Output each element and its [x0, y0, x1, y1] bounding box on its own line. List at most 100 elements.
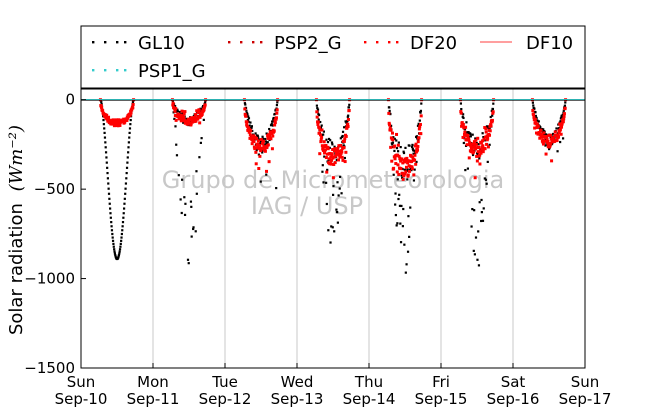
- df20-point: [486, 145, 490, 149]
- df20-point: [406, 161, 410, 165]
- gl10-point: [394, 213, 397, 217]
- df20-point: [318, 133, 322, 137]
- gl10-point: [391, 141, 395, 144]
- gl10-point: [131, 100, 135, 104]
- df20-point: [247, 130, 251, 134]
- gl10-point: [542, 128, 545, 131]
- df20-point: [490, 118, 494, 122]
- gl10-point: [107, 187, 110, 190]
- df20-point: [474, 142, 478, 146]
- legend-item-psp2-g: PSP2_G: [228, 33, 342, 54]
- gl10-point: [394, 192, 397, 195]
- df20-point: [335, 148, 339, 152]
- gl10-point: [175, 154, 179, 157]
- df20-point: [562, 114, 566, 118]
- gl10-point: [275, 186, 278, 190]
- gl10-point: [413, 168, 416, 171]
- df20-point: [327, 157, 331, 161]
- df20-point: [342, 146, 346, 150]
- gl10-point: [271, 120, 274, 123]
- gl10-point: [120, 239, 123, 242]
- df20-point: [391, 138, 395, 142]
- gl10-point: [199, 141, 202, 144]
- df20-point: [330, 152, 334, 156]
- df20-point: [466, 133, 470, 137]
- gl10-point: [412, 179, 416, 182]
- gl10-point: [470, 225, 473, 228]
- df20-point: [477, 146, 481, 150]
- df20-point: [535, 122, 539, 126]
- df20-point: [319, 137, 323, 141]
- df20-point: [469, 146, 473, 150]
- gl10-point: [408, 144, 411, 147]
- gl10-point: [462, 116, 465, 120]
- df20-point: [411, 155, 415, 159]
- gl10-point: [331, 226, 334, 229]
- legend-label: PSP1_G: [138, 61, 206, 82]
- df20-point: [541, 140, 545, 144]
- gl10-point: [327, 229, 330, 232]
- legend-frame: [80, 25, 586, 89]
- gl10-point: [122, 207, 126, 210]
- df20-point: [413, 153, 417, 157]
- gl10-point: [112, 245, 115, 248]
- gl10-point: [464, 168, 467, 172]
- gl10-point: [533, 107, 536, 110]
- df20-point: [262, 145, 266, 149]
- gl10-point: [184, 202, 187, 205]
- watermark-line-2: IAG / USP: [251, 192, 363, 220]
- gl10-point: [316, 107, 319, 110]
- gl10-point: [321, 170, 324, 173]
- gl10-point: [128, 136, 131, 139]
- df20-point: [110, 122, 114, 126]
- gl10-point: [477, 143, 480, 146]
- df20-point: [270, 132, 274, 136]
- gl10-point: [107, 192, 111, 195]
- gl10-point: [185, 117, 188, 120]
- gl10-point: [174, 105, 177, 108]
- df20-point: [557, 131, 561, 135]
- df20-point: [333, 147, 337, 151]
- gl10-point: [264, 137, 267, 141]
- df20-point: [418, 122, 422, 126]
- df20-point: [334, 154, 338, 158]
- x-tick-label-day: Sat: [501, 373, 526, 391]
- gl10-point: [402, 151, 406, 155]
- gl10-point: [559, 120, 562, 123]
- gl10-point: [124, 182, 128, 185]
- legend-item-gl10: GL10: [92, 33, 185, 54]
- x-axis: SunSep-10MonSep-11TueSep-12WedSep-13ThuS…: [55, 363, 611, 408]
- gl10-point: [336, 210, 339, 214]
- df20-point: [346, 124, 350, 128]
- df20-point: [393, 144, 397, 148]
- df20-point: [129, 111, 133, 115]
- gl10-point: [348, 103, 351, 106]
- df20-point: [388, 126, 392, 130]
- gl10-point: [181, 178, 184, 181]
- gl10-point: [400, 204, 403, 208]
- df20-point: [100, 105, 104, 109]
- df20-point: [249, 129, 253, 133]
- gl10-point: [538, 127, 541, 130]
- df20-point: [392, 166, 396, 170]
- gl10-point: [111, 239, 115, 242]
- gl10-point: [388, 109, 391, 113]
- gl10-point: [419, 109, 423, 112]
- df20-point: [259, 149, 263, 153]
- df20-point: [116, 118, 120, 122]
- gl10-point: [332, 185, 335, 188]
- gl10-point: [412, 149, 415, 152]
- df20-point: [252, 140, 256, 144]
- gl10-point: [555, 127, 558, 130]
- gl10-point: [343, 156, 346, 160]
- gl10-point: [117, 254, 121, 257]
- gl10-point: [200, 137, 203, 140]
- gl10-point: [187, 262, 190, 265]
- plot-frame: [80, 88, 586, 369]
- df20-point: [491, 110, 495, 114]
- gl10-point: [486, 160, 489, 163]
- df20-point: [480, 147, 484, 151]
- x-tick-label-date: Sep-10: [55, 390, 108, 408]
- gl10-point: [259, 142, 262, 145]
- gl10-point: [246, 113, 249, 116]
